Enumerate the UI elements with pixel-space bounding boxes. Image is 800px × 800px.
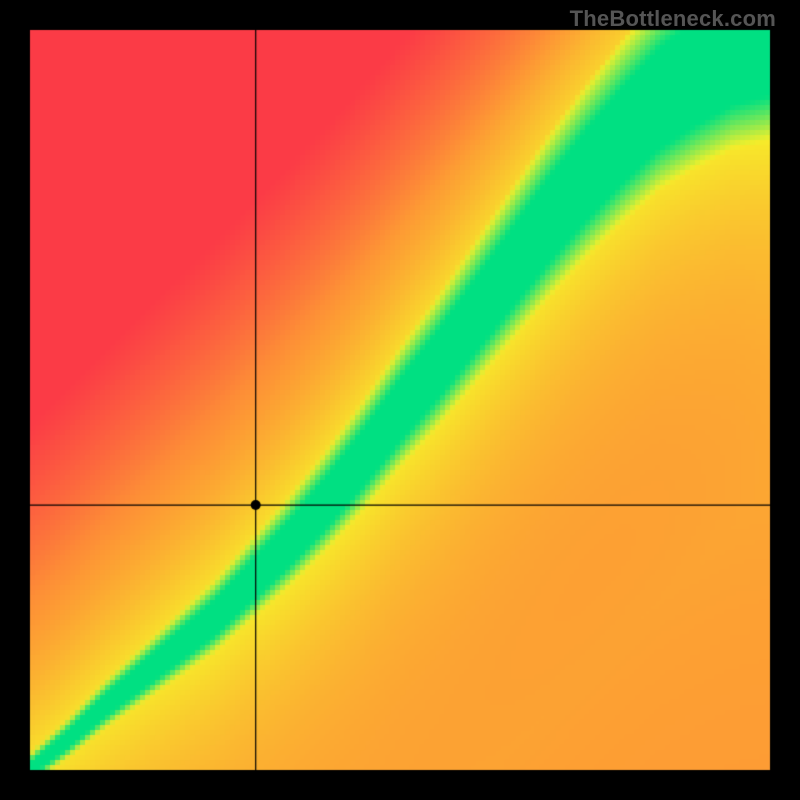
bottleneck-heatmap (0, 0, 800, 800)
chart-container: TheBottleneck.com (0, 0, 800, 800)
watermark-text: TheBottleneck.com (570, 6, 776, 32)
